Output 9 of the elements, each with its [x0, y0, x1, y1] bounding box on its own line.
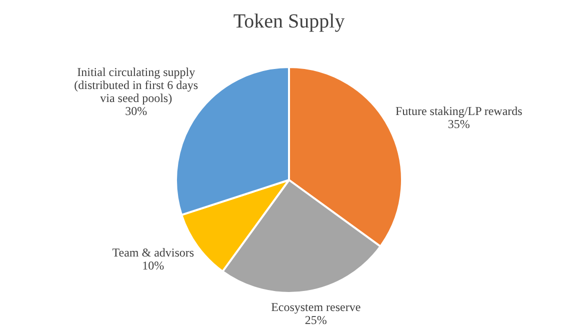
data-label: 10%: [142, 258, 164, 273]
slice-label: Ecosystem reserve: [271, 300, 361, 314]
data-label: 35%: [448, 116, 470, 131]
slice-label: Team & advisors: [112, 246, 194, 260]
data-label: 30%: [125, 104, 148, 118]
slice-label: Initial circulating supply (distributed in first 6 days via seed pools): [74, 65, 198, 106]
data-label: 25%: [304, 312, 327, 327]
chart-title: Token Supply: [233, 10, 345, 32]
slice-label: Future staking/LP rewards: [395, 104, 523, 118]
